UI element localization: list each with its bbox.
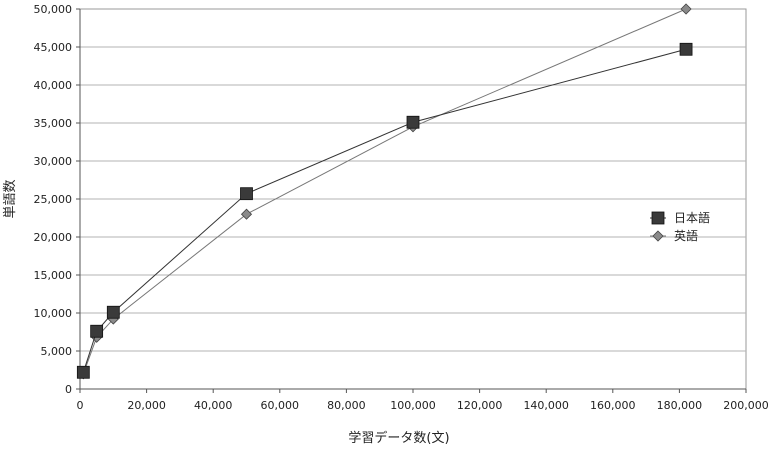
- y-tick-label: 25,000: [34, 193, 73, 206]
- legend-item: 英語: [650, 228, 698, 243]
- data-point: [90, 324, 104, 338]
- legend-item: 日本語: [650, 210, 710, 225]
- y-tick-label: 35,000: [34, 117, 73, 130]
- series-line: [82, 8, 687, 374]
- x-tick-label: 200,000: [723, 399, 769, 412]
- data-point: [406, 115, 420, 129]
- x-tick-label: 180,000: [657, 399, 703, 412]
- y-axis-title: 単語数: [2, 179, 18, 218]
- y-tick-label: 45,000: [34, 41, 73, 54]
- y-tick-label: 40,000: [34, 79, 73, 92]
- series-japanese: [76, 42, 693, 379]
- y-tick-label: 50,000: [34, 3, 73, 16]
- y-tick-label: 5,000: [41, 345, 73, 358]
- x-tick-label: 20,000: [127, 399, 166, 412]
- data-point: [240, 208, 253, 220]
- legend-marker: [651, 211, 665, 225]
- x-tick-label: 140,000: [523, 399, 569, 412]
- data-point: [680, 3, 692, 15]
- x-tick-label: 60,000: [261, 399, 300, 412]
- series-line: [82, 48, 687, 373]
- y-tick-label: 0: [65, 383, 72, 396]
- y-tick-label: 10,000: [34, 307, 73, 320]
- y-tick-label: 15,000: [34, 269, 73, 282]
- x-tick-label: 0: [77, 399, 84, 412]
- legend-label: 日本語: [674, 210, 710, 225]
- grid-layer: [79, 8, 747, 390]
- x-tick-label: 100,000: [390, 399, 436, 412]
- series-english: [77, 3, 692, 380]
- y-tick-label: 20,000: [34, 231, 73, 244]
- legend-label: 英語: [674, 228, 698, 243]
- data-point: [240, 187, 253, 201]
- data-point: [106, 305, 120, 319]
- x-axis-title: 学習データ数(文): [348, 430, 449, 446]
- x-tick-label: 120,000: [457, 399, 503, 412]
- data-point: [679, 42, 693, 56]
- axis-layer: 0 5,000 10,000 15,000 20,000 25,000 30,000 35,0…: [34, 3, 769, 412]
- y-tick-label: 30,000: [34, 155, 73, 168]
- x-tick-label: 80,000: [327, 399, 366, 412]
- legend-marker: [652, 230, 664, 242]
- x-tick-label: 40,000: [194, 399, 233, 412]
- series-layer: [76, 3, 693, 380]
- x-tick-label: 160,000: [590, 399, 636, 412]
- data-point: [76, 365, 90, 379]
